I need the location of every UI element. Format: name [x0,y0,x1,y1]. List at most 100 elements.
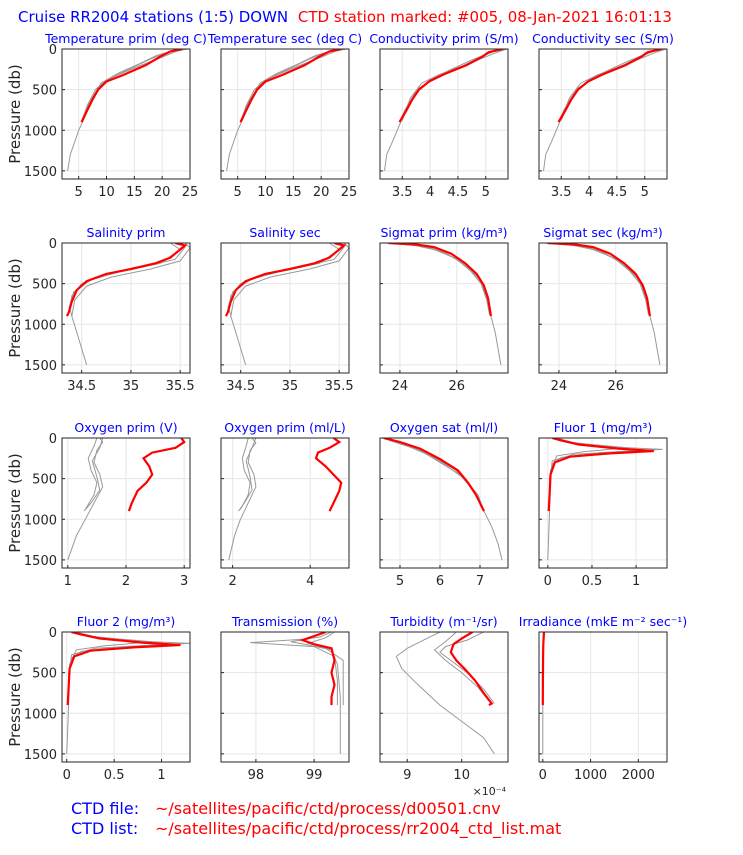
axes-background [62,49,190,179]
panel-title: Oxygen prim (V) [74,420,177,435]
profiles [547,438,663,560]
profiles [228,438,343,561]
panel-13: 0 0.5 1 0 500 1000 1500 Fluor 2 (mg/m³) Pressure… [6,614,191,783]
panel-9: 1 2 3 0 500 1000 1500 Oxygen prim (V) Pressure (… [6,420,191,589]
axes-box [379,242,509,374]
x-tick-label: 9 [403,768,411,783]
station-profile-gray [553,243,649,315]
marked-station-profile [66,632,181,706]
marked-station-profile [449,632,494,707]
station-profile-gray [226,49,344,171]
axes-box [538,242,668,374]
panel-5: 34.5 35 35.5 0 500 1000 1500 Salinity prim Press… [6,225,195,394]
x-tick-label: 34.5 [67,379,96,394]
y-tick-label: 500 [32,473,57,488]
profiles [544,243,661,365]
axes-background [221,243,349,373]
panel-title: Fluor 2 (mg/m³) [77,614,176,629]
panel-title: Conductivity prim (S/m) [369,31,518,46]
axes-box [538,48,668,180]
x-tick-label: 5 [396,574,404,589]
station-profile-gray [67,49,185,171]
axes-background [221,438,349,568]
profiles [395,632,495,755]
panel-title: Temperature prim (deg C) [44,31,207,46]
panel-12: 0 0.5 1 Fluor 1 (mg/m³) [538,420,668,589]
x-tick-label: 3.5 [551,185,572,200]
station-profile-gray [306,632,344,706]
x-tick-label: 10 [257,185,274,200]
x-tick-label: 25 [341,185,358,200]
marked-station-profile [557,49,662,123]
marked-station-profile [541,632,546,706]
y-tick-label: 1500 [24,359,57,374]
x-tick-label: 3.5 [392,185,413,200]
axes-box [538,437,668,569]
profiles [226,49,347,171]
y-tick-label: 500 [32,667,57,682]
x-tick-label: 20 [313,185,330,200]
x-tick-label: 0 [539,768,547,783]
panel-3: 3.5 4 4.5 5 Conductivity prim (S/m) [369,31,518,200]
profiles [67,438,186,561]
marked-station-profile [127,438,186,512]
x-tick-label: 2 [228,574,236,589]
axes-box [61,242,191,374]
x-tick-label: 5 [641,185,649,200]
station-profile-gray [81,49,188,123]
station-profile-gray [433,632,490,702]
x-tick-label: 35.5 [166,379,195,394]
station-profile-gray [439,632,495,704]
x-tick-label: 24 [551,379,568,394]
profiles [381,438,503,561]
x-tick-label: 4 [585,185,593,200]
profiles [67,49,188,171]
axes-box [61,48,191,180]
marked-station-profile [383,438,485,512]
panel-title: Temperature sec (deg C) [207,31,362,46]
x-tick-label: 35.5 [325,379,354,394]
figure-title: Cruise RR2004 stations (1:5) DOWN CTD st… [18,8,672,26]
axes-background [539,438,667,568]
marked-station-profile [547,243,651,317]
x-tick-label: 26 [608,379,625,394]
y-tick-label: 0 [49,432,57,447]
marked-station-profile [388,243,492,317]
y-tick-label: 0 [49,237,57,252]
x-tick-label: 4.5 [607,185,628,200]
x-tick-label: 20 [154,185,171,200]
footer-list-label: CTD list: [71,819,138,838]
station-profile-gray [67,438,104,561]
axes-background [62,243,190,373]
axes-box [220,631,350,763]
axes-background [380,438,508,568]
profiles [224,243,349,366]
marked-station-profile [65,243,188,317]
y-tick-label: 1500 [24,165,57,180]
profiles [65,243,190,366]
panel-6: 34.5 35 35.5 Salinity sec [220,225,354,394]
x-tick-label: 4 [426,185,434,200]
profiles [384,49,508,171]
station-profile-gray [84,438,98,510]
y-tick-label: 1500 [24,554,57,569]
y-tick-label: 500 [32,84,57,99]
x-tick-label: 24 [392,379,409,394]
panel-16: 0 1000 2000 Irradiance (mkE m⁻² sec⁻¹) [519,614,687,783]
x-tick-label: 2 [122,574,130,589]
axes-background [380,49,508,179]
station-profile-gray [385,243,490,309]
x-tick-label: 35 [123,379,140,394]
station-profile-gray [544,243,649,309]
axes-box [379,631,509,763]
axes-box [538,631,668,763]
x-tick-label: 34.5 [226,379,255,394]
panel-title: Salinity prim [87,225,166,240]
station-profile-gray [239,438,251,510]
panel-title: Sigmat sec (kg/m³) [543,225,662,240]
panel-title: Oxygen sat (ml/l) [390,420,498,435]
panel-10: 2 4 Oxygen prim (ml/L) [220,420,350,589]
marked-station-profile [299,632,336,706]
y-axis-label: Pressure (db) [6,258,24,358]
